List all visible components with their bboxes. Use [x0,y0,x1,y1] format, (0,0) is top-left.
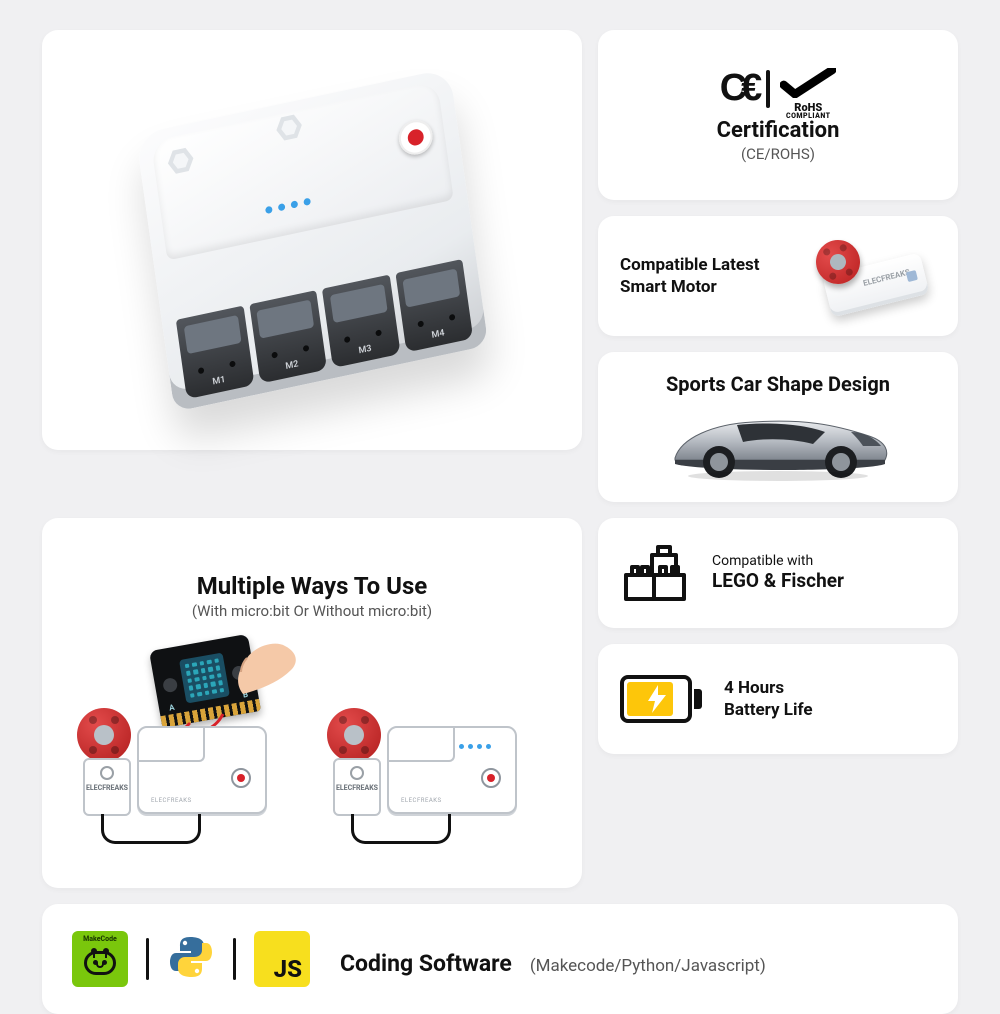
motor-brand-label: ELECFREAKS [335,784,379,792]
certification-subtitle: (CE/ROHS) [741,145,815,163]
motor-wheel-icon [77,708,131,762]
port-label: M1 [185,369,254,393]
port-label: M2 [258,354,327,378]
certification-card: C€ RoHSCOMPLIANT Certification (CE/ROHS) [598,30,958,200]
battery-line2: Battery Life [724,699,813,721]
without-microbit-illustration: ELECFREAKS ELECFREAKS [327,642,547,852]
hub-icon: ELECFREAKS [137,726,267,814]
lego-line2: LEGO & Fischer [712,569,844,594]
smart-motor-icon: ELECFREAKS [816,236,936,316]
motor-body-icon: ELECFREAKS [333,758,381,816]
lightning-icon [646,685,668,713]
smart-motor-line1: Compatible Latest [620,254,816,276]
divider-icon [233,938,236,980]
rohs-sublabel: COMPLIANT [780,113,836,120]
python-icon [167,933,215,985]
port-label: M4 [404,322,473,346]
hand-icon [225,640,305,710]
multiuse-title: Multiple Ways To Use [197,572,428,600]
lego-line1: Compatible with [712,553,844,569]
makecode-icon: MakeCode [72,931,128,987]
divider-icon [766,70,770,108]
multiuse-subtitle: (With micro:bit Or Without micro:bit) [192,602,432,620]
javascript-icon: JS [254,931,310,987]
ce-mark-icon: C€ [720,67,757,110]
motor-brand: ELECFREAKS [862,268,911,288]
hub-brand: ELECFREAKS [151,797,192,804]
hub-icon: ELECFREAKS [387,726,517,814]
port-label: M3 [331,338,400,362]
coding-subtitle: (Makecode/Python/Javascript) [530,956,766,976]
motor-body-icon: ELECFREAKS [83,758,131,816]
motor-wheel-icon [327,708,381,762]
coding-software-card: MakeCode JS Coding Software (Makecode/Py… [42,904,958,1014]
sports-car-icon [663,402,893,482]
multiple-ways-card: Multiple Ways To Use (With micro:bit Or … [42,518,582,888]
sports-car-title: Sports Car Shape Design [666,372,890,396]
battery-icon [620,675,702,723]
motor-brand-label: ELECFREAKS [85,784,129,792]
device-illustration: M1 M2 M3 M4 [136,68,489,412]
certification-title: Certification [717,118,840,143]
battery-line1: 4 Hours [724,677,813,699]
smart-motor-line2: Smart Motor [620,276,816,298]
building-blocks-icon [620,543,690,603]
checkmark-icon: RoHSCOMPLIANT [780,68,836,110]
lego-card: Compatible with LEGO & Fischer [598,518,958,628]
makecode-label: MakeCode [83,935,117,943]
cable-icon [101,814,201,844]
with-microbit-illustration: A B ELECFREAKS [77,642,297,852]
hub-brand: ELECFREAKS [401,797,442,804]
cable-icon [351,814,451,844]
smart-motor-card: Compatible Latest Smart Motor ELECFREAKS [598,216,958,336]
battery-card: 4 Hours Battery Life [598,644,958,754]
product-hero-card: M1 M2 M3 M4 [42,30,582,450]
divider-icon [146,938,149,980]
sports-car-card: Sports Car Shape Design [598,352,958,502]
coding-title: Coding Software [340,950,512,977]
